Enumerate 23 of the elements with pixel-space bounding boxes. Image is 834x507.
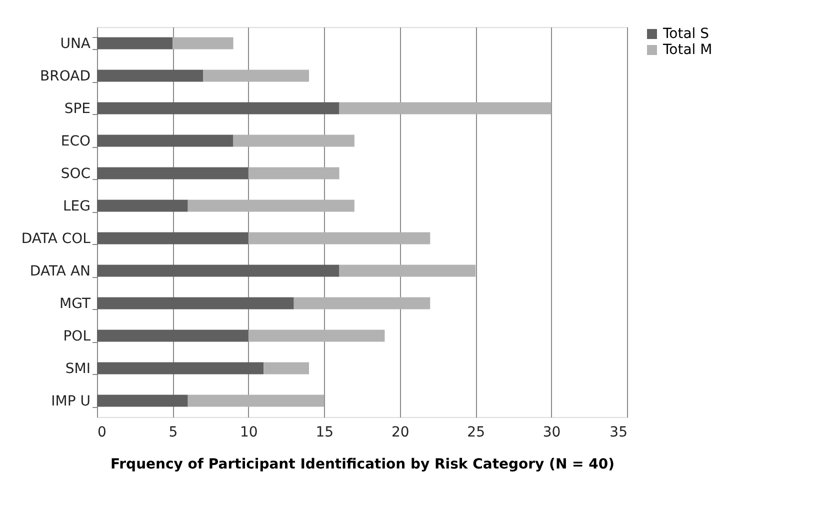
y-tick-label: SMI (65, 360, 90, 377)
y-tick-label: SOC (60, 166, 91, 182)
x-tick-label: 15 (316, 424, 334, 440)
legend-label: Total S (662, 26, 710, 42)
y-tick-label: POL (63, 328, 91, 344)
y-tick-label: IMP U (51, 393, 90, 410)
x-tick-label: 0 (98, 424, 106, 440)
x-tick-label: 20 (391, 424, 410, 440)
x-tick-label: 25 (467, 424, 485, 440)
y-tick-label: BROAD (40, 68, 90, 84)
y-tick-label: UNA (60, 36, 91, 52)
y-tick-label: MGT (60, 296, 91, 312)
x-tick-label: 5 (168, 424, 178, 440)
x-tick-label: 10 (240, 424, 258, 440)
y-tick-label: LEG (63, 198, 90, 214)
legend-label: Total M (662, 42, 712, 58)
y-tick-label: SPE (64, 100, 90, 117)
y-tick-label: ECO (60, 133, 90, 150)
x-tick-label: 30 (542, 424, 561, 440)
x-tick-label: 35 (610, 424, 628, 440)
x-axis-title: Frquency of Participant Identification by Risk Category (N = 40) (110, 456, 615, 472)
y-tick-label: DATA AN (30, 263, 90, 280)
y-tick-label: DATA COL (21, 230, 91, 247)
